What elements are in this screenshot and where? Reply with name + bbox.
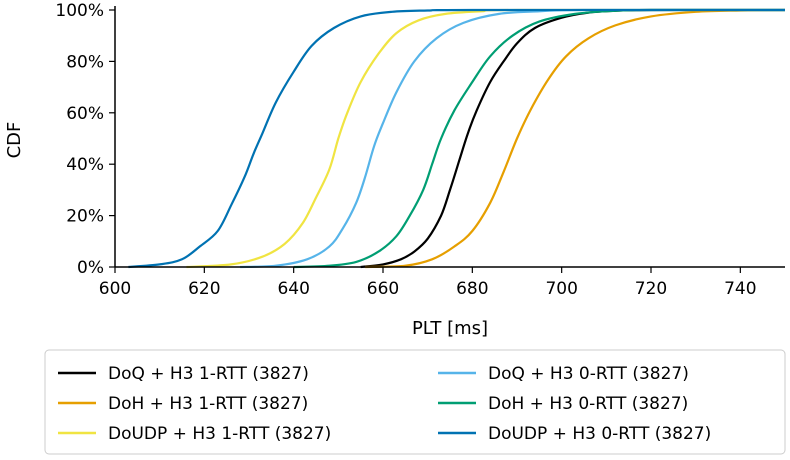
x-tick-label: 740 (724, 279, 756, 299)
legend-frame (44, 349, 786, 455)
y-tick-label: 60% (66, 104, 104, 124)
legend-label-1: DoQ + H3 1-RTT (3827) (108, 364, 309, 384)
x-ticks: 600 620 640 660 680 700 720 740 (99, 267, 757, 299)
x-tick-label: 600 (99, 279, 131, 299)
legend-label-3: DoUDP + H3 1-RTT (3827) (108, 424, 331, 444)
y-tick-label: 20% (66, 207, 104, 227)
legend-label-5: DoH + H3 0-RTT (3827) (488, 394, 688, 414)
x-tick-label: 660 (367, 279, 399, 299)
x-axis-title: PLT [ms] (412, 318, 488, 339)
axes (114, 6, 785, 268)
x-tick-label: 720 (635, 279, 667, 299)
x-tick-label: 620 (188, 279, 220, 299)
x-tick-label: 680 (456, 279, 488, 299)
legend-label-2: DoH + H3 1-RTT (3827) (108, 394, 308, 414)
y-tick-label: 0% (77, 258, 104, 278)
y-ticks: 0% 20% 40% 60% 80% 100% (55, 1, 115, 278)
series-line-6 (128, 8, 785, 269)
y-axis-title: CDF (4, 122, 25, 159)
series-line-3 (186, 8, 785, 269)
legend-label-6: DoUDP + H3 0-RTT (3827) (488, 424, 711, 444)
legend-label-4: DoQ + H3 0-RTT (3827) (488, 364, 689, 384)
legend: DoQ + H3 1-RTT (3827) DoH + H3 1-RTT (382… (44, 349, 786, 455)
x-tick-label: 700 (545, 279, 577, 299)
y-tick-label: 80% (66, 52, 104, 72)
y-tick-label: 100% (55, 1, 104, 21)
x-tick-label: 640 (277, 279, 309, 299)
y-tick-label: 40% (66, 155, 104, 175)
series-curves (128, 8, 785, 269)
series-line-5 (293, 8, 785, 269)
series-line-4 (240, 8, 785, 269)
series-line-2 (365, 8, 785, 269)
